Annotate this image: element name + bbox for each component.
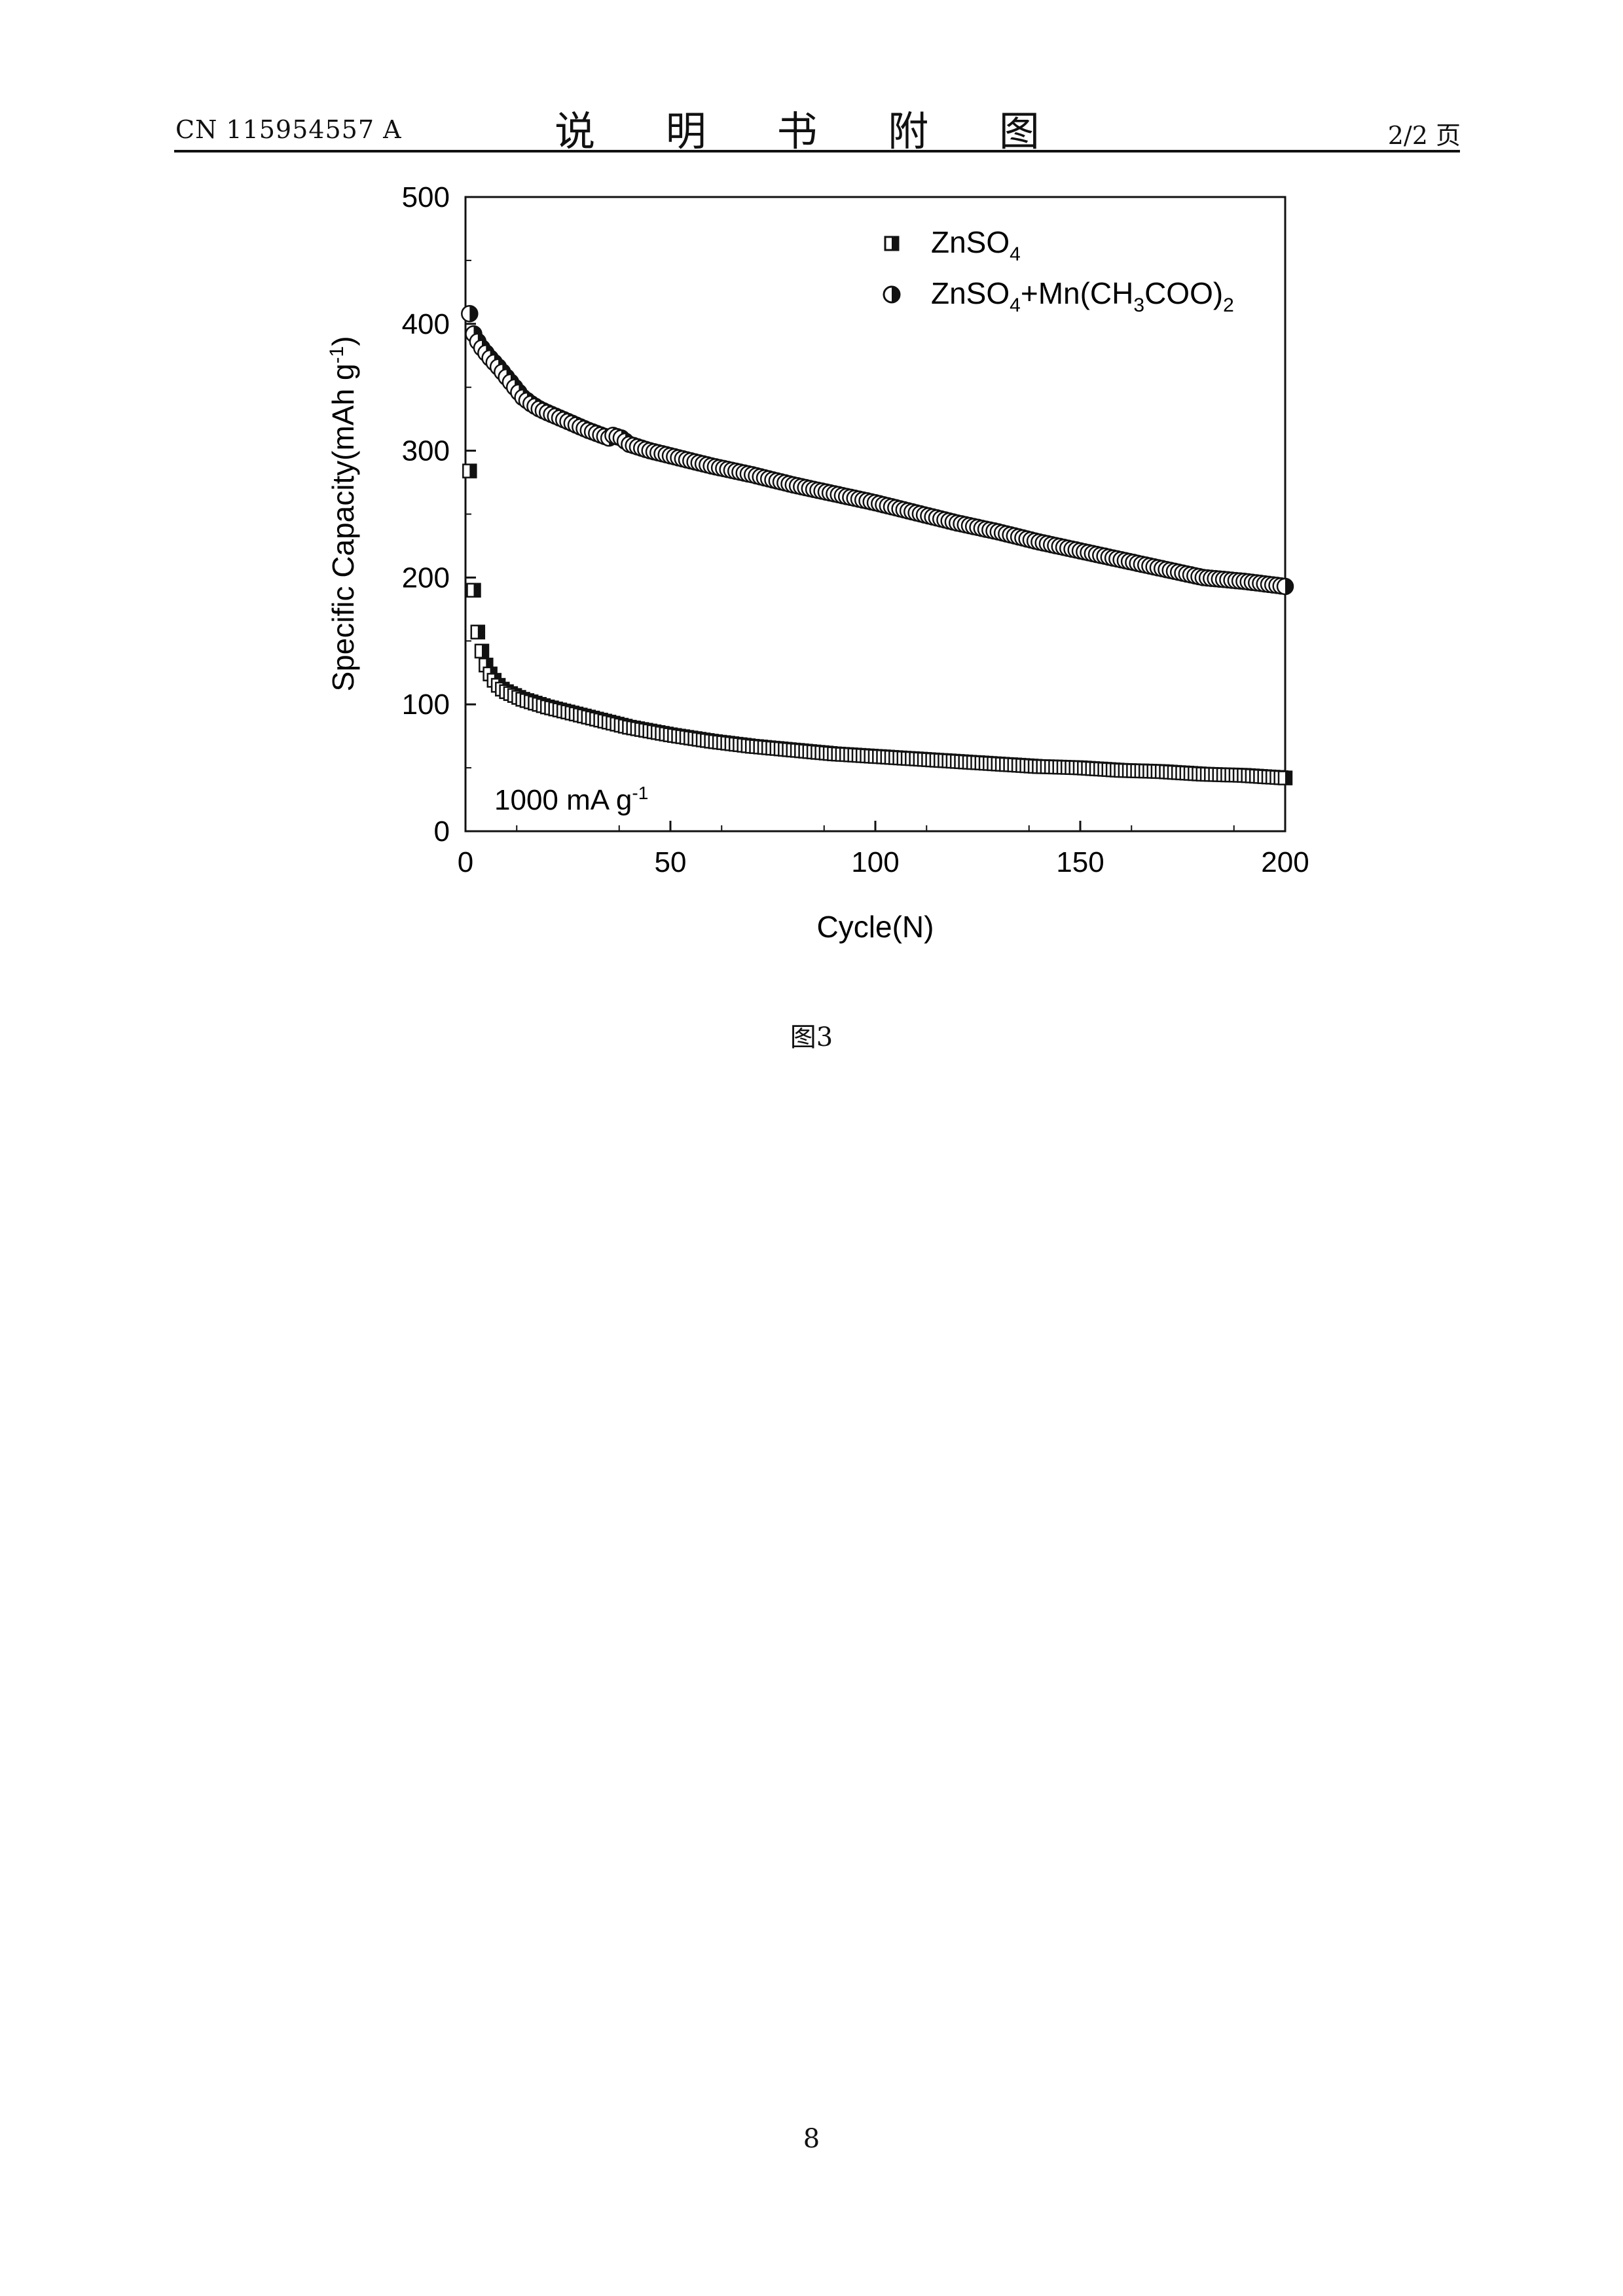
x-tick-label: 100 (851, 846, 899, 878)
legend-marker-znso4 (884, 236, 900, 251)
series-znso4 (462, 463, 1293, 785)
y-tick-label: 300 (402, 435, 450, 467)
series-layer (461, 305, 1294, 785)
y-axis-label: Specific Capacity(mAh g-1) (326, 336, 360, 691)
legend-marker-znso4-mn (883, 285, 901, 304)
figure-caption: 图3 (790, 1022, 833, 1052)
condition-label: 1000 mA g-1 (494, 783, 648, 816)
x-tick-label: 50 (655, 846, 687, 878)
x-tick-label: 150 (1056, 846, 1104, 878)
data-point (1277, 770, 1293, 785)
page-indicator: 2/2 页 (1387, 121, 1461, 150)
legend: ZnSO4 ZnSO4+Mn(CH3COO)2 (883, 225, 1234, 316)
x-axis-label: Cycle(N) (817, 910, 934, 944)
y-tick-label: 200 (402, 562, 450, 594)
x-tick-label: 0 (458, 846, 473, 878)
document-number: CN 115954557 A (175, 115, 402, 144)
y-tick-label: 100 (402, 689, 450, 721)
data-point (462, 463, 477, 478)
x-tick-label: 200 (1261, 846, 1309, 878)
header-rule (174, 150, 1460, 152)
y-tick-label: 400 (402, 308, 450, 340)
series-znso4-mn-ch3coo-2 (461, 305, 1294, 596)
y-tick-label: 500 (402, 181, 450, 213)
data-point (1276, 577, 1294, 596)
y-axis-ticks: 0 100 200 300 400 500 (402, 181, 476, 848)
legend-label-znso4-mn: ZnSO4+Mn(CH3COO)2 (931, 276, 1234, 316)
page-number: 8 (803, 2124, 820, 2154)
capacity-chart: 0 50 100 150 200 0 100 200 300 400 500 Cycle(N) S… (326, 181, 1309, 944)
x-axis-ticks: 0 50 100 150 200 (458, 821, 1309, 878)
data-point (474, 643, 490, 659)
data-point (461, 305, 479, 323)
data-point (466, 583, 481, 598)
data-point (470, 624, 486, 639)
legend-label-znso4: ZnSO4 (931, 225, 1021, 265)
section-title: 说 明 书 附 图 (555, 107, 1068, 155)
y-tick-label: 0 (434, 816, 450, 848)
